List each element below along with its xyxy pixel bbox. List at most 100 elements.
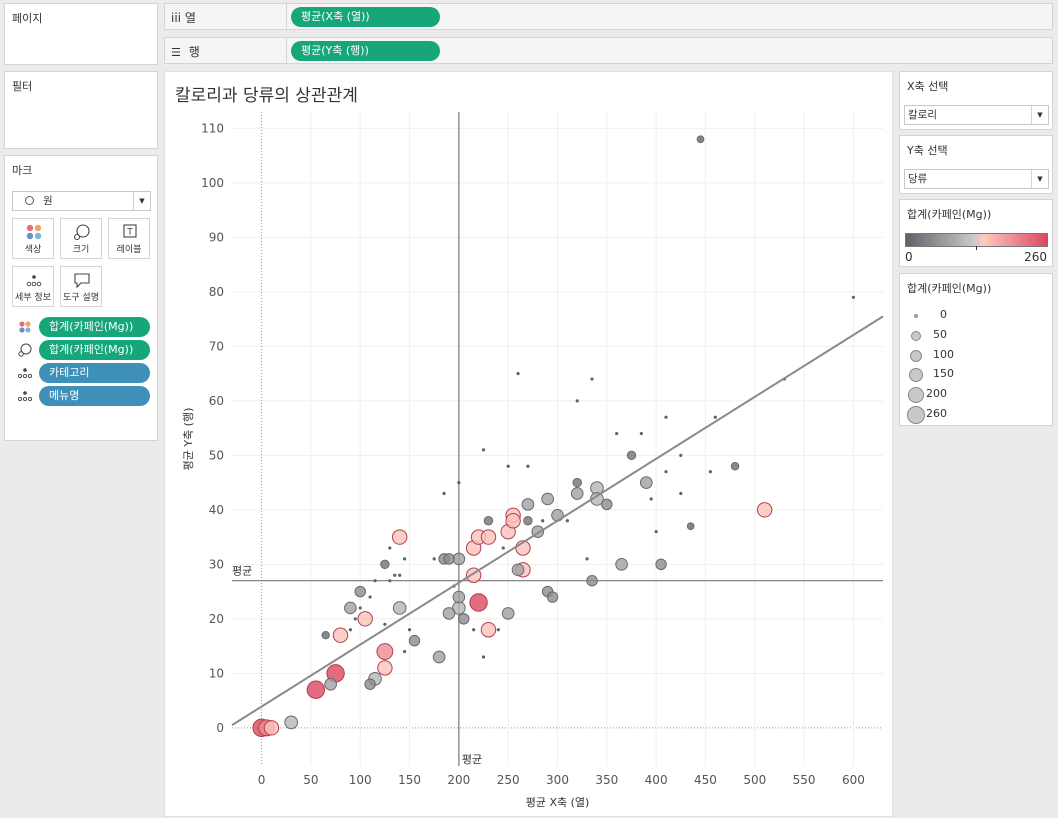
data-point	[469, 593, 488, 612]
data-point	[756, 502, 773, 518]
mark-field-pill[interactable]: 메뉴명	[39, 386, 150, 406]
data-point	[480, 622, 497, 638]
columns-pill[interactable]: 평균(X축 (열))	[291, 7, 440, 27]
size-legend-circle	[909, 368, 923, 382]
x-tick-label: 300	[546, 773, 569, 787]
y-tick-label: 90	[209, 230, 224, 244]
data-point	[391, 529, 408, 545]
data-point	[626, 450, 637, 461]
y-axis-param-title: Y축 선택	[907, 144, 948, 157]
color-dots-icon	[26, 224, 42, 240]
data-point	[408, 634, 421, 647]
x-axis-dropdown-value: 칼로리	[908, 109, 937, 121]
size-button[interactable]: 크기	[60, 218, 102, 259]
marks-panel: 마크 원 ▼ 색상 크기 T 레이블 세부 정보	[4, 155, 158, 441]
y-tick-label: 60	[209, 394, 224, 408]
data-point	[483, 516, 494, 526]
data-point	[654, 530, 658, 534]
data-point	[284, 715, 299, 730]
data-point	[496, 628, 500, 632]
data-point	[565, 519, 569, 523]
x-tick-label: 150	[398, 773, 421, 787]
y-tick-label: 10	[209, 666, 224, 680]
y-axis-param-panel: Y축 선택 당류 ▼	[899, 135, 1053, 194]
data-point	[730, 462, 740, 471]
size-icon	[18, 343, 32, 357]
mark-field-pill[interactable]: 카테고리	[39, 363, 150, 383]
size-legend-label: 150	[933, 367, 954, 380]
data-point	[551, 508, 564, 522]
mark-type-dropdown[interactable]: 원 ▼	[12, 191, 151, 211]
list-icon: ☰	[171, 46, 181, 59]
data-point	[344, 601, 357, 615]
rows-pill[interactable]: 평균(Y축 (행))	[291, 41, 440, 61]
y-tick-label: 100	[201, 176, 224, 190]
y-axis-dropdown[interactable]: 당류 ▼	[904, 169, 1049, 189]
label-button[interactable]: T 레이블	[108, 218, 150, 259]
detail-button[interactable]: 세부 정보	[12, 266, 54, 307]
chart-title: 칼로리과 당류의 상관관계	[175, 86, 358, 106]
data-point	[521, 498, 535, 511]
data-point	[321, 630, 330, 640]
size-legend-item: 200	[906, 387, 1046, 405]
data-point	[572, 477, 582, 488]
columns-shelf-label: iii 열	[171, 9, 196, 26]
pages-panel[interactable]: 페이지	[4, 3, 158, 65]
data-point	[403, 557, 407, 561]
filter-panel-title: 필터	[12, 80, 33, 93]
data-point	[354, 585, 366, 598]
x-tick-label: 200	[447, 773, 470, 787]
columns-shelf[interactable]: iii 열 평균(X축 (열))	[164, 3, 1053, 30]
data-point	[442, 607, 456, 620]
rows-shelf[interactable]: ☰ 행 평균(Y축 (행))	[164, 37, 1053, 64]
marks-panel-title: 마크	[12, 164, 33, 177]
data-point	[570, 487, 584, 500]
size-button-label: 크기	[72, 245, 90, 255]
data-point	[511, 563, 525, 577]
filter-panel[interactable]: 필터	[4, 71, 158, 149]
y-axis-dropdown-value: 당류	[908, 173, 928, 185]
data-point	[403, 649, 407, 654]
x-tick-label: 50	[303, 773, 318, 787]
scatter-plot[interactable]: 0 10 20 30 40 50 60 70 80 90 100 110 0 50 100 150 200 250…	[165, 72, 892, 816]
tooltip-button-label: 도구 설명	[63, 293, 99, 303]
data-point	[364, 678, 376, 690]
x-axis-dropdown[interactable]: 칼로리 ▼	[904, 105, 1049, 125]
data-point	[664, 470, 668, 474]
data-point	[655, 558, 667, 571]
mark-type-label: 원	[43, 195, 53, 207]
color-button[interactable]: 색상	[12, 218, 54, 259]
data-point	[649, 497, 653, 501]
size-legend-circle	[907, 406, 925, 424]
mark-field-pill[interactable]: 합계(카페인(Mg))	[39, 340, 150, 360]
color-legend[interactable]: 합계(카페인(Mg)) 0 260	[899, 199, 1053, 267]
color-legend-title: 합계(카페인(Mg))	[907, 208, 992, 221]
x-tick-label: 0	[258, 773, 266, 787]
chevron-down-icon: ▼	[1031, 106, 1048, 124]
data-point	[481, 655, 486, 659]
data-point	[332, 627, 349, 643]
data-point	[306, 680, 326, 699]
x-axis-param-panel: X축 선택 칼로리 ▼	[899, 71, 1053, 130]
x-tick-label: 100	[349, 773, 372, 787]
chevron-down-icon: ▼	[133, 192, 150, 210]
chevron-down-icon: ▼	[1031, 170, 1048, 188]
tooltip-button[interactable]: 도구 설명	[60, 266, 102, 307]
data-point	[398, 573, 402, 577]
data-point	[452, 590, 466, 604]
detail-icon	[17, 391, 33, 402]
data-point	[481, 448, 486, 452]
size-legend[interactable]: 합계(카페인(Mg)) 0 50 100 150 200 260	[899, 273, 1053, 426]
data-point	[388, 579, 392, 583]
data-point	[506, 464, 510, 468]
rows-shelf-label: ☰ 행	[171, 43, 200, 60]
data-point	[615, 431, 619, 436]
x-tick-label: 250	[497, 773, 520, 787]
data-point	[480, 529, 497, 545]
data-point	[357, 611, 373, 627]
x-axis-title: 평균 X축 (열)	[526, 796, 590, 809]
mark-field-pill[interactable]: 합계(카페인(Mg))	[39, 317, 150, 337]
size-legend-label: 100	[933, 348, 954, 361]
data-point	[368, 595, 372, 599]
data-point	[458, 613, 470, 625]
